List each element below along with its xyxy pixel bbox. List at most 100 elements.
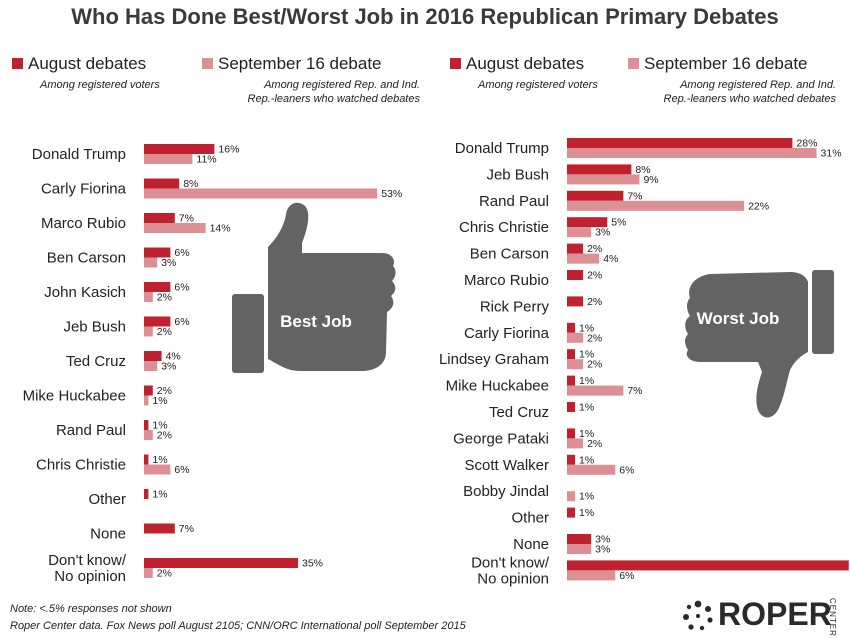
september-bar <box>567 253 600 264</box>
legend-september-left: September 16 debate <box>202 54 382 74</box>
roper-wordmark: ROPER <box>718 596 832 632</box>
chart-title: Who Has Done Best/Worst Job in 2016 Repu… <box>71 4 779 29</box>
august-value-label: 2% <box>587 270 602 282</box>
thumbs-down-icon <box>685 270 834 418</box>
september-value-label: 6% <box>619 464 634 476</box>
legend-august-right: August debates <box>450 54 584 74</box>
september-bar <box>144 568 153 578</box>
category-label: Marco Rubio <box>41 215 126 232</box>
august-value-label: 1% <box>579 454 594 466</box>
august-bar <box>567 138 793 148</box>
august-bar <box>567 270 584 280</box>
category-label: Jeb Bush <box>486 166 549 183</box>
august-value-label: 1% <box>152 454 167 466</box>
legend-august-sub-left: Among registered voters <box>40 79 160 91</box>
category-label: None <box>513 536 549 553</box>
september-bar <box>567 359 584 370</box>
category-label: Don't know/No opinion <box>48 552 127 585</box>
august-value-label: 8% <box>635 164 650 176</box>
september-value-label: 1% <box>152 395 167 407</box>
september-bar <box>567 570 616 581</box>
roper-center-logo: ROPER CENTER <box>680 596 845 637</box>
legend-september-label: September 16 debate <box>218 54 382 73</box>
august-value-label: 7% <box>179 523 194 535</box>
category-label: Ted Cruz <box>489 404 549 421</box>
legend-swatch-september <box>628 57 639 69</box>
august-value-label: 1% <box>579 507 594 519</box>
september-value-label: 3% <box>161 257 176 269</box>
september-value-label: 2% <box>157 326 172 338</box>
august-bar <box>144 385 153 396</box>
september-bar <box>144 257 158 268</box>
september-value-label: 14% <box>210 223 231 235</box>
legend-august-left: August debates <box>12 54 146 74</box>
roper-center-text: CENTER <box>828 598 837 637</box>
september-bar <box>144 464 171 475</box>
august-value-label: 1% <box>579 349 594 361</box>
september-value-label: 2% <box>587 438 602 450</box>
september-bar <box>567 385 624 396</box>
august-value-label: 2% <box>587 243 602 255</box>
august-value-label: 35% <box>302 558 323 570</box>
category-label: Marco Rubio <box>464 272 549 289</box>
legend-september-sub-left: Among registered Rep. and Ind. Rep.-lean… <box>224 78 420 106</box>
august-bar <box>144 247 171 258</box>
category-label: Jeb Bush <box>63 319 126 336</box>
legend-september-sub-line2: Rep.-leaners who watched debates <box>247 93 420 105</box>
august-bar <box>144 489 149 499</box>
september-bar <box>144 430 153 440</box>
september-value-label: 7% <box>627 385 642 397</box>
august-bar <box>144 523 175 534</box>
category-label: Chris Christie <box>459 219 549 236</box>
august-value-label: 4% <box>166 351 181 363</box>
legend-swatch-august <box>450 57 461 69</box>
category-label: Ted Cruz <box>66 353 126 370</box>
september-bar <box>567 438 584 449</box>
category-label: Donald Trump <box>455 140 549 157</box>
category-label: Ben Carson <box>470 246 549 263</box>
september-bar <box>144 292 153 302</box>
september-value-label: 31% <box>821 148 842 160</box>
august-bar <box>144 213 175 223</box>
august-value-label: 1% <box>579 428 594 440</box>
category-label: Ben Carson <box>47 250 126 267</box>
august-value-label: 2% <box>587 296 602 308</box>
august-value-label: 6% <box>174 316 189 328</box>
legend-august-label: August debates <box>466 54 585 73</box>
september-bar <box>567 332 584 343</box>
september-bar <box>567 544 592 554</box>
september-bar <box>567 200 745 211</box>
category-label: John Kasich <box>44 284 126 301</box>
september-bar <box>144 154 193 164</box>
august-value-label: 28% <box>796 138 817 150</box>
september-value-label: 3% <box>161 361 176 373</box>
category-label: Rand Paul <box>56 422 126 439</box>
august-bar <box>567 243 584 254</box>
category-label: Mike Huckabee <box>446 378 549 395</box>
august-bar <box>567 375 576 386</box>
category-label: None <box>90 526 126 543</box>
september-value-label: 2% <box>157 568 172 580</box>
august-bar <box>567 322 576 333</box>
legend-september-sub-right: Among registered Rep. and Ind. Rep.-lean… <box>636 78 836 106</box>
september-value-label: 2% <box>587 332 602 344</box>
september-bar <box>567 174 640 185</box>
august-value-label: 1% <box>579 322 594 334</box>
september-bar <box>567 148 817 158</box>
september-value-label: 2% <box>157 430 172 442</box>
note-line-1: Note: <.5% responses not shown <box>10 603 172 615</box>
category-label: Donald Trump <box>32 146 126 163</box>
august-bar <box>567 217 608 228</box>
september-value-label: 1% <box>579 491 594 503</box>
legend-swatch-august <box>12 57 23 69</box>
august-value-label: 6% <box>174 247 189 259</box>
august-bar <box>567 428 576 439</box>
august-value-label: 7% <box>627 190 642 202</box>
legend-september-right: September 16 debate <box>628 54 808 74</box>
august-bar <box>567 534 592 544</box>
roper-dots-icon <box>683 600 713 631</box>
september-bar <box>144 188 378 199</box>
august-value-label: 3% <box>595 534 610 546</box>
september-bar <box>144 326 153 337</box>
august-value-label: 16% <box>218 144 239 156</box>
